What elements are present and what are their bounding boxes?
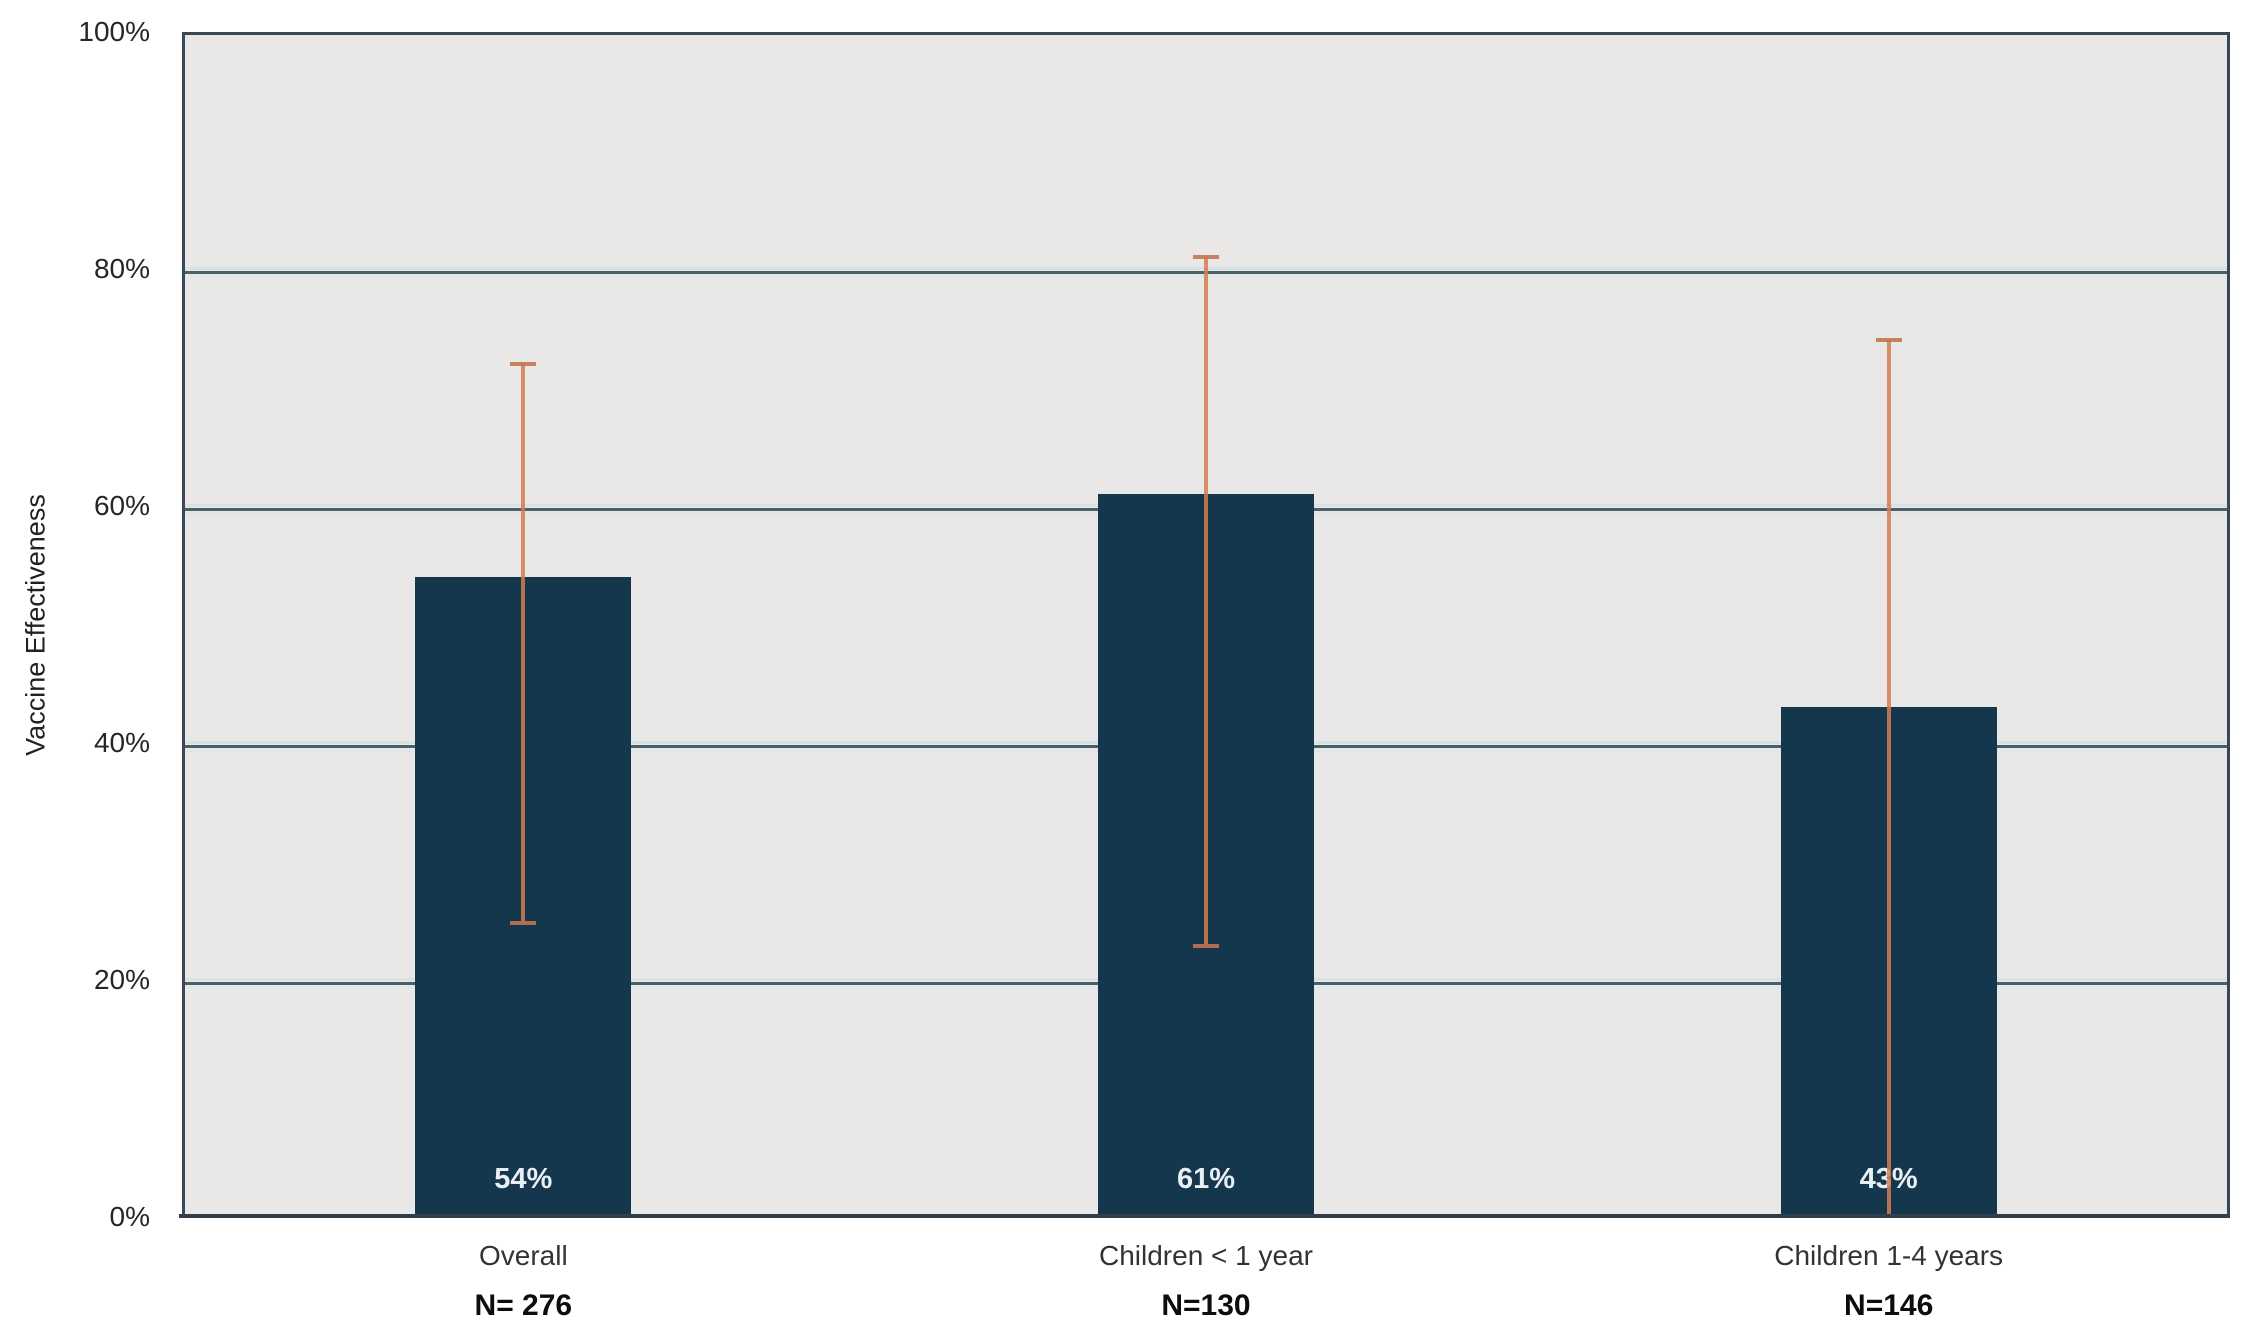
- x-category-label-1: Overall: [478, 1240, 568, 1271]
- x-axis-line: [179, 1214, 2230, 1218]
- y-tick-label-0: 0%: [109, 1201, 150, 1232]
- y-axis-title: Vaccine Effectiveness: [20, 494, 51, 756]
- error-bar-cap-top-1: [510, 361, 537, 366]
- bar-value-label-1: 54%: [494, 1163, 553, 1195]
- error-bar-line-3: [1886, 340, 1891, 1217]
- error-bar-line-2: [1204, 257, 1208, 945]
- error-bar-cap-top-2: [1193, 255, 1219, 260]
- x-n-label-3: N=146: [1844, 1289, 1934, 1322]
- x-n-label-1: N= 276: [474, 1289, 573, 1322]
- x-n-label-2: N=130: [1161, 1289, 1251, 1322]
- y-tick-label-20: 20%: [93, 964, 150, 995]
- y-tick-label-40: 40%: [93, 727, 150, 758]
- error-bar-line-1: [521, 363, 526, 921]
- error-bar-cap-bottom-1: [510, 920, 537, 925]
- error-bar-cap-bottom-2: [1193, 944, 1219, 949]
- y-tick-label-100: 100%: [78, 16, 150, 47]
- plot-area: 54%61%43%: [182, 32, 2230, 1217]
- bar-value-label-2: 61%: [1176, 1163, 1236, 1195]
- y-tick-label-60: 60%: [93, 490, 150, 521]
- x-category-label-2: Children < 1 year: [1098, 1240, 1313, 1271]
- error-bar-cap-top-3: [1875, 338, 1902, 343]
- x-category-label-3: Children 1-4 years: [1774, 1240, 2004, 1271]
- y-tick-label-80: 80%: [93, 253, 150, 284]
